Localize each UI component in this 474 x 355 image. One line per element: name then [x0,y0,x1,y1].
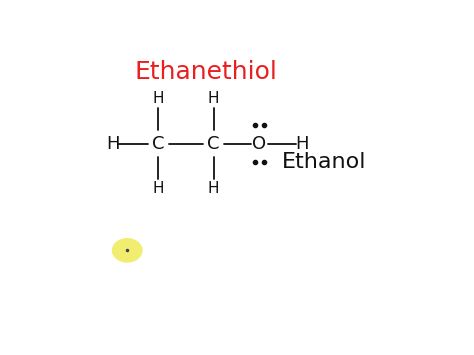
Text: Ethanethiol: Ethanethiol [135,60,278,84]
Text: H: H [295,135,309,153]
Text: H: H [208,181,219,196]
Text: H: H [153,91,164,106]
Text: H: H [153,181,164,196]
Text: C: C [152,135,164,153]
Text: O: O [252,135,266,153]
Text: Ethanol: Ethanol [282,152,366,171]
Text: H: H [208,91,219,106]
Text: C: C [207,135,220,153]
Text: H: H [106,135,119,153]
Ellipse shape [112,239,142,262]
